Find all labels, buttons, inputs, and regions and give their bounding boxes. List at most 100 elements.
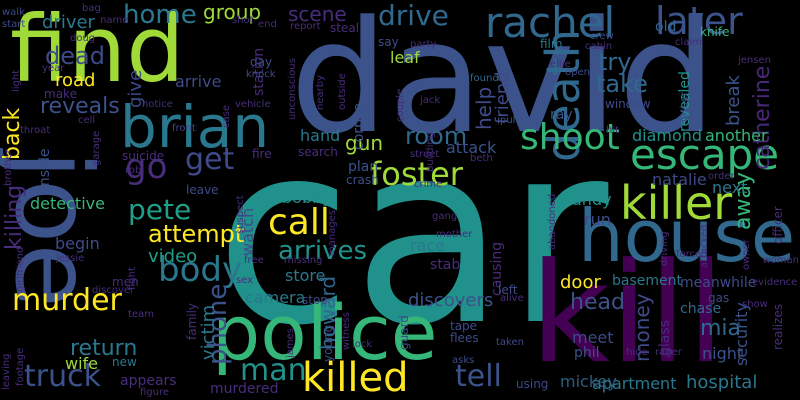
word-guard: guard	[397, 315, 411, 350]
word-plan: plan	[348, 159, 379, 175]
word-pull: pull	[500, 115, 519, 126]
word-party: party	[410, 39, 437, 50]
word-mother: mother	[436, 229, 473, 240]
word-figure: figure	[140, 387, 170, 398]
word-rob: rob	[125, 165, 142, 176]
word-later: later	[655, 0, 743, 43]
word-mia: mia	[700, 316, 742, 341]
word-day: day	[250, 55, 273, 69]
word-tell: tell	[455, 359, 502, 394]
word-window: window	[605, 97, 651, 111]
word-alive: alive	[500, 293, 524, 304]
word-lock: lock	[352, 339, 373, 350]
word-left: left	[498, 283, 518, 297]
word-security: security	[732, 302, 751, 366]
word-drive: drive	[378, 0, 449, 32]
word-free: free	[244, 255, 264, 266]
word-walk: walk	[2, 7, 25, 18]
word-report: report	[290, 21, 321, 32]
word-officer: officer	[771, 206, 785, 244]
word-another: another	[705, 126, 768, 145]
word-doug: doug	[70, 33, 96, 44]
word-year: year	[42, 63, 65, 74]
word-crew: crew	[590, 31, 614, 42]
word-knock: knock	[246, 69, 276, 80]
word-help: help	[472, 86, 496, 130]
word-mickey: mickey	[560, 372, 617, 391]
word-go: go	[125, 147, 168, 187]
word-foster: foster	[370, 155, 463, 193]
word-race: race	[410, 236, 446, 255]
word-fire: fire	[252, 147, 272, 161]
word-leaf: leaf	[390, 48, 420, 67]
word-natalie: natalie	[652, 170, 707, 189]
word-house: house	[578, 194, 796, 278]
word-basement: basement	[612, 273, 682, 289]
word-asks: asks	[452, 355, 475, 366]
word-suicide: suicide	[122, 149, 165, 163]
word-body: body	[158, 250, 243, 290]
word-return: return	[70, 336, 138, 361]
word-bag: bag	[82, 3, 101, 14]
word-man: man	[240, 353, 307, 388]
word-shot: shot	[232, 15, 254, 26]
word-detective: detective	[30, 194, 105, 213]
word-escape: escape	[630, 130, 780, 179]
word-gang: gang	[432, 211, 458, 222]
word-meanwhile: meanwhile	[680, 275, 757, 291]
word-gun: gun	[345, 131, 384, 155]
word-steal: steal	[330, 21, 360, 35]
word-apartment: apartment	[592, 374, 677, 393]
word-discovers: discovers	[408, 290, 494, 311]
word-ray: ray	[550, 107, 573, 123]
word-father: father	[679, 91, 690, 122]
word-evidence: evidence	[752, 277, 798, 288]
word-david: david	[290, 0, 717, 168]
word-outside: outside	[337, 73, 348, 110]
word-head: head	[570, 290, 625, 315]
word-arrive: arrive	[175, 72, 222, 91]
word-meet: meet	[572, 328, 614, 347]
word-store: store	[285, 266, 326, 285]
word-forced: forced	[676, 249, 708, 260]
word-find: find	[10, 0, 185, 103]
word-cell: cell	[78, 115, 96, 126]
word-attacked: attacked	[699, 224, 710, 268]
word-pete: pete	[128, 193, 192, 226]
word-manages: manages	[327, 209, 338, 256]
word-cabin: cabin	[585, 41, 613, 52]
word-search: search	[298, 145, 338, 159]
word-night: night	[702, 344, 744, 363]
word-catherine: catherine	[750, 65, 775, 170]
word-andy: andy	[572, 190, 612, 209]
word-sex: sex	[236, 275, 254, 286]
word-group: group	[203, 0, 262, 24]
word-owner: owner	[741, 239, 752, 270]
word-discover: discover	[92, 285, 135, 296]
word-get: get	[185, 142, 235, 177]
word-call: call	[268, 202, 330, 243]
word-men: men	[112, 275, 139, 289]
word-police: police	[212, 288, 438, 377]
word-diamond: diamond	[632, 126, 703, 145]
word-beth: beth	[470, 153, 493, 164]
word-break: break	[723, 75, 744, 126]
word-film: film	[540, 37, 563, 51]
word-gas: gas	[708, 291, 730, 305]
word-ellie: ellie	[550, 59, 571, 70]
word-hit: hit	[606, 125, 620, 136]
word-leave: leave	[186, 183, 219, 197]
word-order: order	[708, 171, 735, 182]
word-vehicle: vehicle	[235, 99, 271, 110]
word-killed: killed	[302, 355, 409, 400]
word-door: door	[560, 272, 601, 293]
word-shoot: shoot	[520, 117, 620, 158]
word-footage: footage	[15, 347, 26, 386]
word-open: open	[565, 67, 590, 78]
word-james: james	[285, 327, 296, 358]
word-killing: killing	[2, 184, 27, 250]
word-light: light	[11, 69, 22, 92]
word-street: street	[410, 149, 440, 160]
word-arrives: arrives	[278, 236, 368, 266]
